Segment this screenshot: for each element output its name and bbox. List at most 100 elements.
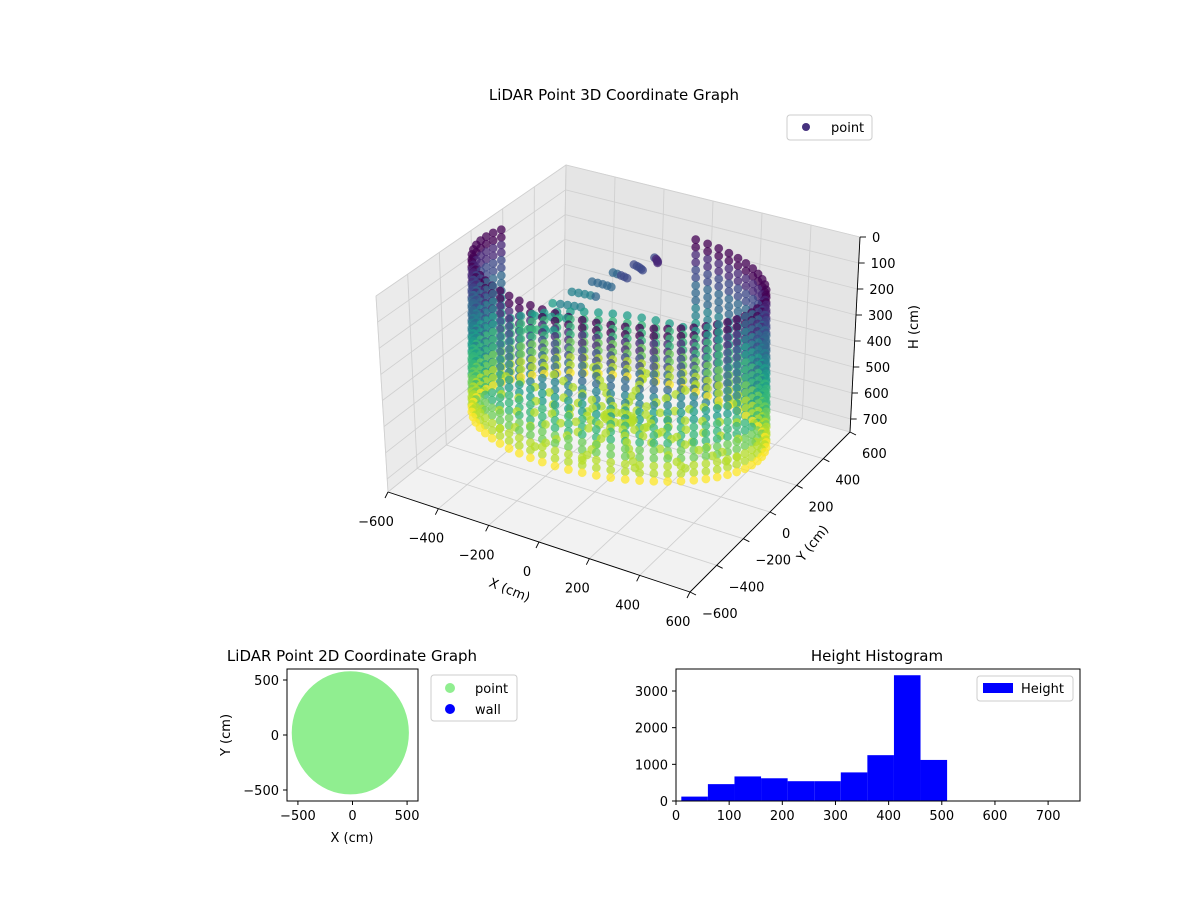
point-3d (563, 442, 573, 452)
point-3d (504, 413, 514, 423)
point-3d (591, 448, 601, 457)
point-3d (733, 261, 743, 271)
point-3d (516, 357, 526, 367)
z-tick-label-3d: 400 (867, 335, 892, 350)
legend-3d: point (786, 114, 873, 141)
point-3d (563, 396, 573, 406)
point-3d (724, 286, 734, 296)
point-3d (691, 273, 701, 283)
point-3d (714, 289, 724, 299)
point-3d (714, 365, 724, 375)
chart-title-hist: Height Histogram (811, 647, 943, 665)
point-3d (620, 467, 630, 477)
point-3d (663, 438, 673, 448)
point-3d (712, 465, 722, 474)
point-3d (622, 273, 632, 283)
point-3d (694, 445, 704, 455)
point-3d (733, 269, 743, 278)
point-3d (724, 264, 734, 273)
point-3d (703, 239, 713, 249)
point-3d (741, 266, 751, 276)
y-tick-3d (796, 484, 803, 489)
y-tick-label-3d: 0 (782, 527, 790, 542)
point-3d (724, 271, 734, 281)
point-3d (714, 343, 724, 352)
point-3d (550, 438, 560, 448)
point-3d (514, 433, 524, 443)
point-3d (504, 352, 514, 362)
point-3d (691, 296, 701, 306)
point-3d (732, 330, 742, 340)
point-3d (606, 282, 616, 292)
point-3d (620, 452, 630, 461)
point-3d (701, 459, 711, 469)
point-3d (496, 255, 506, 265)
point-3d (649, 385, 659, 395)
legend-label-point-2d: point (475, 682, 508, 697)
point-3d (724, 279, 734, 289)
point-3d (622, 311, 632, 321)
point-3d (732, 345, 742, 355)
legend-marker-point-3d (802, 123, 810, 131)
point-3d (691, 235, 701, 245)
point-3d (516, 311, 526, 321)
point-3d (689, 422, 699, 432)
point-3d (514, 380, 524, 390)
point-3d (550, 377, 560, 387)
point-3d (525, 422, 535, 432)
point-3d (691, 242, 701, 252)
point-3d (516, 326, 526, 336)
point-3d (714, 327, 724, 337)
x-tick-3d (535, 541, 540, 549)
point-3d (504, 306, 514, 316)
point-3d (741, 258, 751, 268)
legend-frame-hist (976, 675, 1074, 702)
point-3d (620, 383, 630, 393)
point-3d (649, 377, 659, 387)
point-3d (703, 254, 713, 264)
point-3d (591, 387, 601, 396)
point-3d (563, 465, 573, 475)
point-3d (676, 392, 686, 402)
point-3d (703, 292, 713, 302)
point-3d (475, 423, 485, 433)
histogram-bar (761, 778, 788, 801)
x-tick-label-3d: −200 (459, 548, 495, 563)
point-3d (495, 408, 505, 418)
point-3d (504, 360, 514, 370)
wall-gridline-x (801, 224, 812, 419)
point-3d (537, 389, 547, 398)
point-3d (496, 240, 506, 250)
point-3d (563, 419, 573, 429)
point-3d (514, 448, 524, 458)
point-3d (630, 425, 639, 435)
point-3d (525, 445, 535, 455)
point-3d (651, 316, 661, 325)
wall-gridline-x (658, 188, 665, 379)
point-3d (649, 469, 659, 479)
point-3d (714, 320, 724, 330)
point-3d (577, 376, 587, 386)
point-3d (676, 408, 686, 418)
point-3d (740, 464, 750, 474)
point-3d (620, 459, 630, 469)
point-3d (691, 265, 701, 275)
point-3d (703, 269, 713, 279)
y-tick-label-hist: 3000 (635, 685, 668, 700)
wall-gridline-y (375, 295, 389, 493)
histogram-bar (787, 781, 815, 801)
point-3d (676, 469, 686, 479)
point-3d (606, 450, 616, 460)
histogram-bar (840, 772, 868, 801)
point-3d (732, 459, 742, 469)
legend-marker-point-2d (445, 683, 455, 693)
point-3d (723, 401, 732, 411)
point-3d (712, 419, 722, 429)
point-3d (732, 353, 742, 363)
z-tick-label-3d: 300 (868, 309, 893, 324)
point-3d (550, 392, 560, 402)
point-3d (635, 438, 645, 447)
point-3d (563, 411, 573, 421)
point-3d (649, 476, 659, 486)
point-3d (724, 309, 734, 319)
